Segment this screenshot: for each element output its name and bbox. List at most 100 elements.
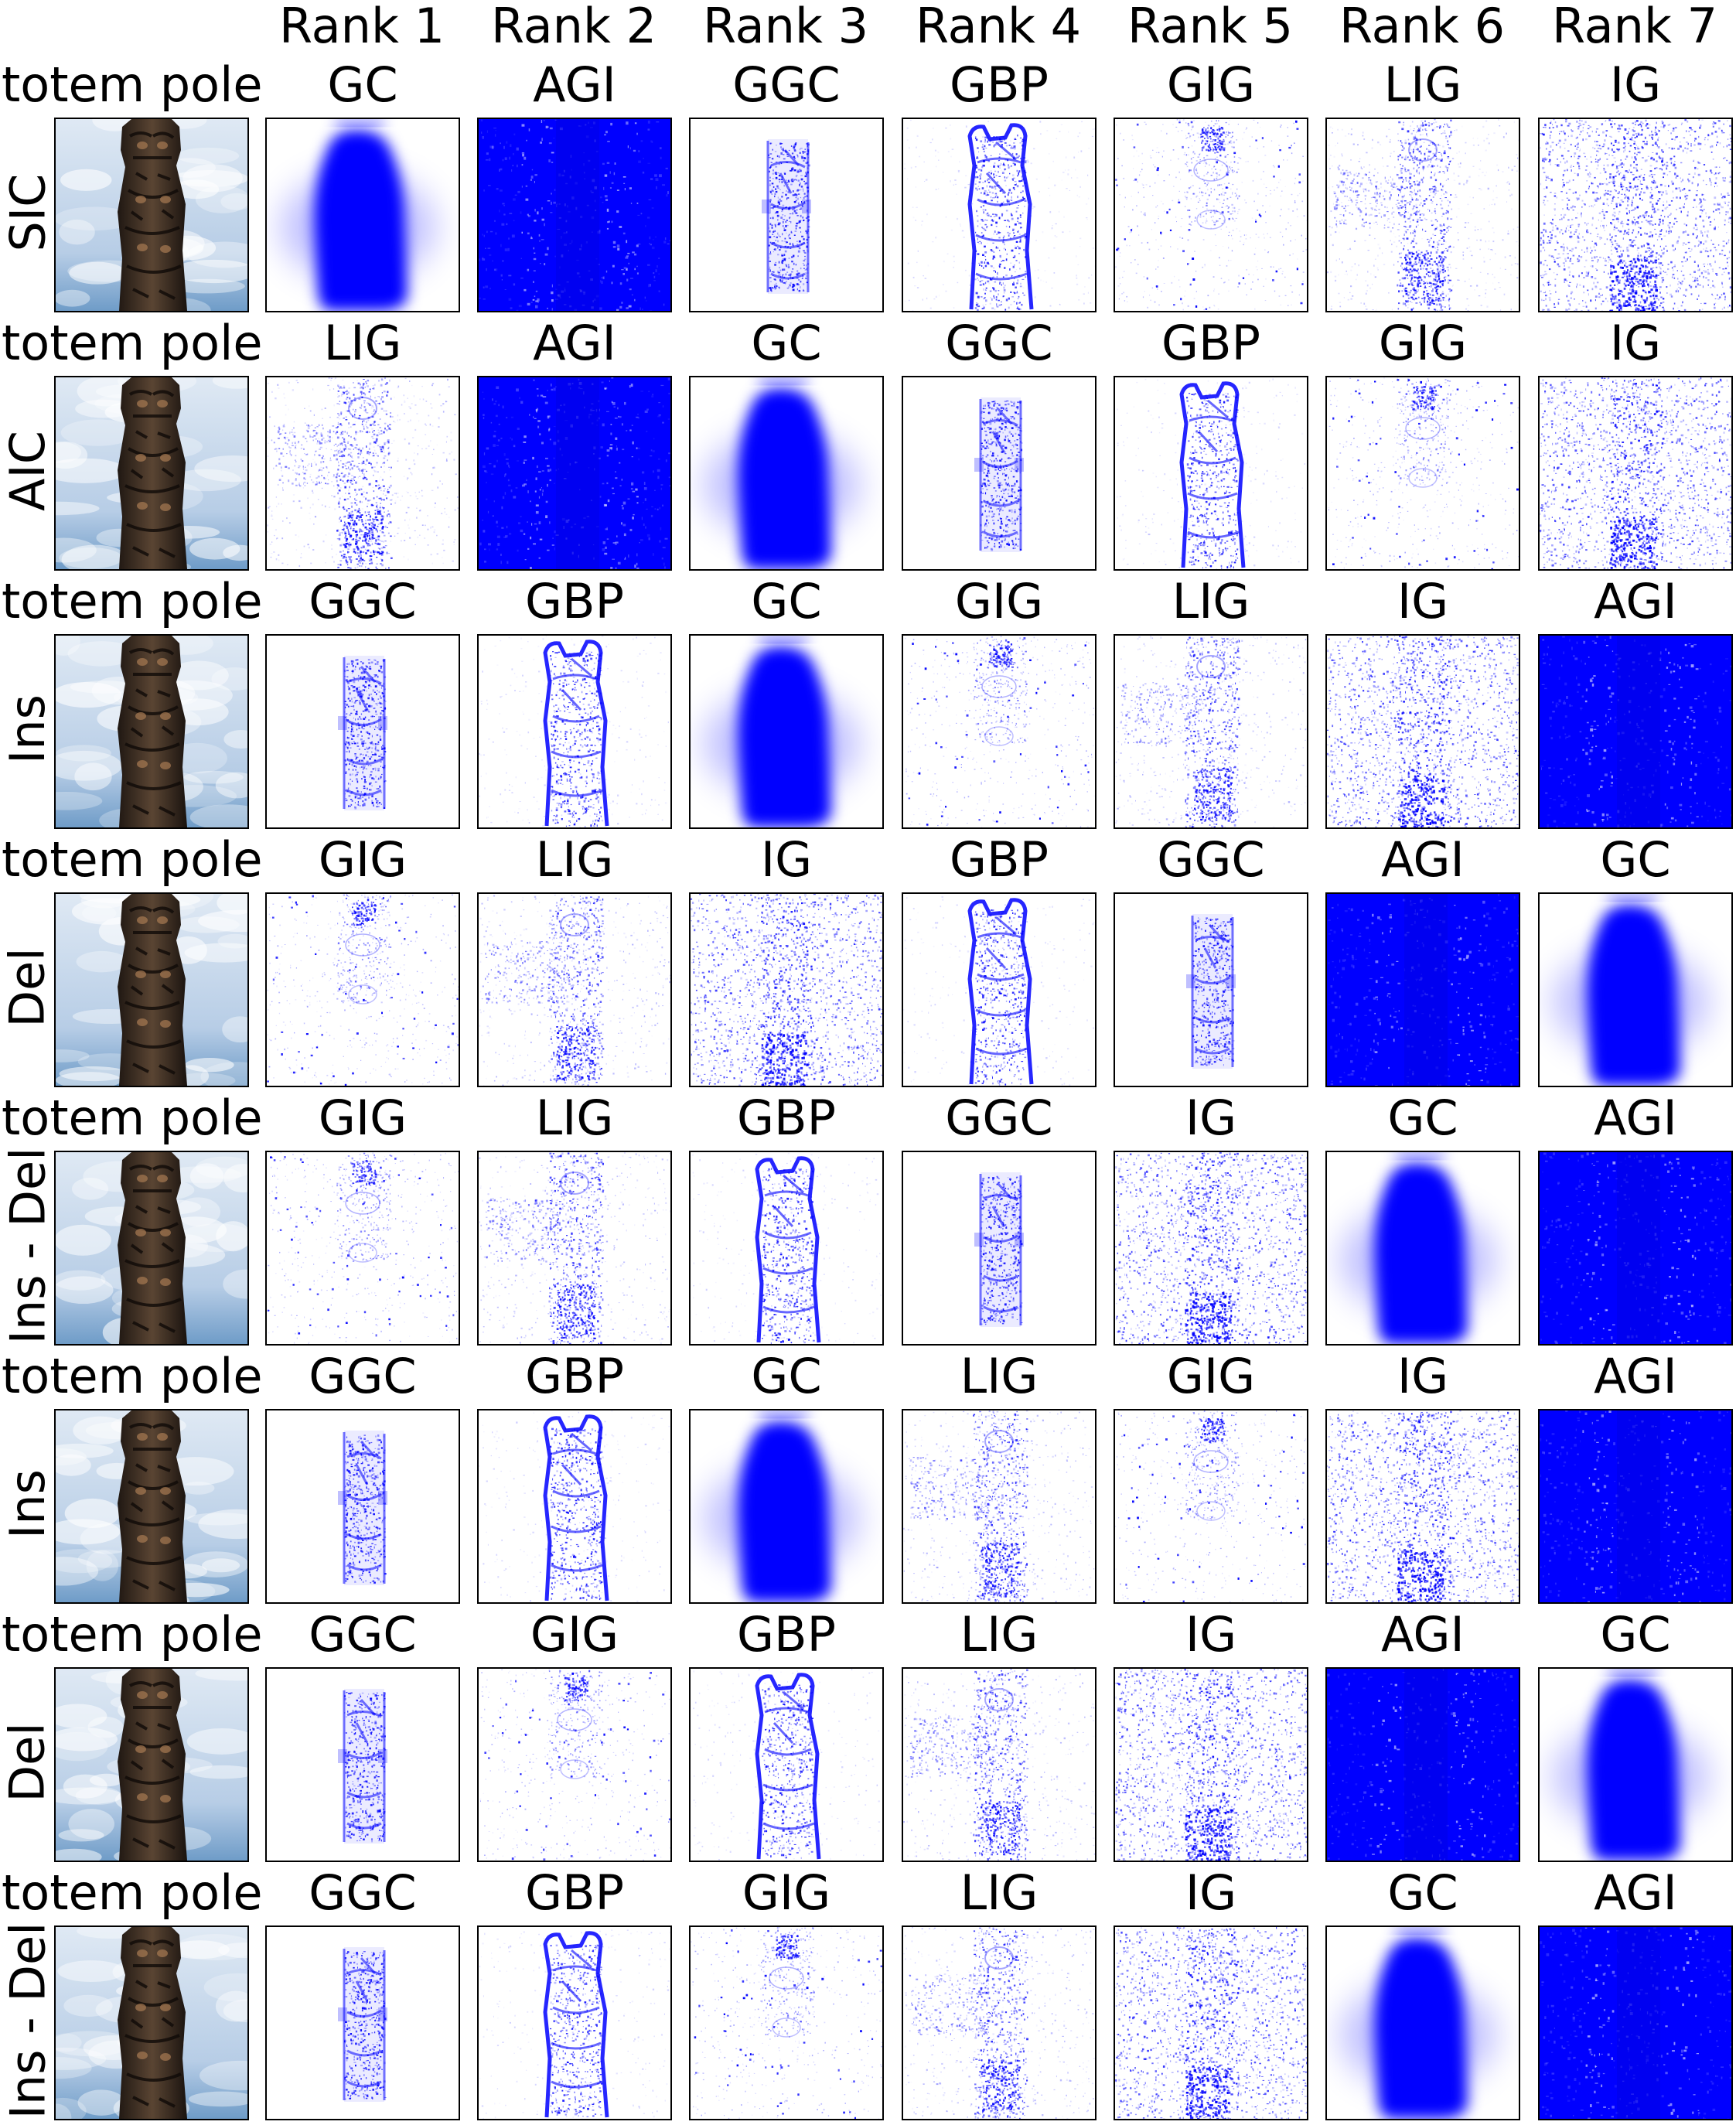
method-title: GGC [266, 1346, 459, 1407]
saliency-heatmap [1328, 377, 1519, 569]
totem-shape [118, 636, 187, 827]
input-image-panel [54, 634, 249, 829]
totem-pole-photo [56, 894, 247, 1086]
method-title: IG [1326, 571, 1519, 633]
method-title: GGC [902, 1087, 1096, 1149]
saliency-map-agi [1538, 1151, 1733, 1346]
method-title: GC [1326, 1087, 1519, 1149]
metric-label-text: Del [0, 1722, 56, 1802]
saliency-map-gbp [902, 118, 1097, 312]
saliency-map-gig [902, 634, 1097, 829]
method-title: GIG [902, 571, 1096, 633]
saliency-map-agi [1538, 1925, 1733, 2120]
metric-label-text: Ins [0, 1469, 56, 1539]
method-title: GBP [478, 571, 671, 633]
saliency-heatmap [1116, 378, 1305, 569]
method-title: GC [266, 54, 459, 116]
saliency-heatmap [267, 377, 459, 569]
metric-label-text: Del [0, 947, 56, 1027]
method-title: GC [690, 1346, 883, 1407]
method-title: GIG [1114, 54, 1308, 116]
class-label: totem pole [2, 1087, 262, 1149]
metric-row-4: totem pole Del GIG LIG IG GBP GGC AGI GC [0, 829, 1736, 1087]
saliency-map-lig [902, 1925, 1097, 2120]
saliency-heatmap [267, 1152, 459, 1344]
saliency-map-agi [1538, 634, 1733, 829]
saliency-heatmap [1540, 119, 1731, 311]
totem-pole-photo [56, 1669, 247, 1861]
class-label: totem pole [2, 54, 262, 116]
method-title: AGI [1326, 1604, 1519, 1666]
saliency-map-gc [689, 634, 884, 829]
class-label: totem pole [2, 829, 262, 891]
saliency-map-gbp [477, 1925, 672, 2120]
saliency-map-gc [689, 376, 884, 571]
method-title: GC [690, 312, 883, 374]
saliency-heatmap [338, 1431, 387, 1585]
saliency-map-gbp [477, 634, 672, 829]
saliency-map-ig [1114, 1925, 1308, 2120]
metric-label-text: AIC [0, 431, 56, 511]
saliency-heatmap [479, 1669, 670, 1861]
saliency-heatmap [905, 636, 1095, 827]
saliency-map-gig [1114, 118, 1308, 312]
method-title: AGI [478, 54, 671, 116]
saliency-heatmap [974, 397, 1024, 552]
metric-row-2: totem pole AIC LIG AGI GC GGC GBP GIG IG [0, 312, 1736, 571]
saliency-heatmap [1540, 1152, 1731, 1344]
saliency-map-lig [902, 1667, 1097, 1862]
totem-pole-photo [56, 1927, 247, 2119]
method-title: LIG [266, 312, 459, 374]
method-title: IG [1114, 1087, 1308, 1149]
saliency-heatmap [1115, 1410, 1307, 1602]
saliency-map-gig [265, 1151, 460, 1346]
saliency-map-lig [902, 1409, 1097, 1604]
saliency-heatmap [1115, 1927, 1307, 2119]
saliency-map-gig [1114, 1409, 1308, 1604]
method-title: GGC [266, 1604, 459, 1666]
class-label: totem pole [2, 1346, 262, 1407]
saliency-heatmap [479, 119, 670, 311]
saliency-map-ig [1538, 376, 1733, 571]
saliency-heatmap [1115, 636, 1307, 827]
saliency-map-gc [265, 118, 460, 312]
method-title: IG [1114, 1862, 1308, 1924]
saliency-heatmap [1186, 914, 1236, 1069]
saliency-map-agi [1325, 1667, 1520, 1862]
input-image-panel [54, 1409, 249, 1604]
saliency-map-lig [265, 376, 460, 571]
method-title: GC [690, 571, 883, 633]
saliency-map-ggc [902, 1151, 1097, 1346]
saliency-heatmap [1115, 119, 1307, 311]
saliency-heatmap [479, 1929, 670, 2119]
method-title: IG [1539, 54, 1732, 116]
saliency-heatmap [974, 1172, 1024, 1327]
method-title: LIG [1114, 571, 1308, 633]
method-title: GBP [1114, 312, 1308, 374]
saliency-heatmap [479, 1152, 670, 1344]
saliency-map-lig [1325, 118, 1520, 312]
saliency-heatmap [281, 119, 435, 311]
saliency-heatmap [691, 894, 882, 1086]
saliency-map-ig [689, 892, 884, 1087]
input-image-panel [54, 1925, 249, 2120]
method-title: AGI [1539, 1087, 1732, 1149]
method-title: AGI [1539, 1346, 1732, 1407]
saliency-heatmap [1540, 636, 1731, 827]
saliency-map-agi [1325, 892, 1520, 1087]
saliency-map-gc [1538, 1667, 1733, 1862]
rank-header-2: Rank 2 [467, 0, 680, 56]
saliency-heatmap [1327, 894, 1519, 1086]
method-title: LIG [902, 1604, 1096, 1666]
metric-row-8: totem pole Ins - Del GGC GBP GIG LIG IG GC AGI [0, 1862, 1736, 2120]
saliency-heatmap [903, 895, 1095, 1086]
saliency-heatmap [704, 377, 859, 569]
rank-header-5: Rank 5 [1103, 0, 1317, 56]
method-title: GIG [266, 1087, 459, 1149]
method-title: GIG [1326, 312, 1519, 374]
saliency-heatmap [338, 656, 387, 810]
saliency-map-agi [1538, 1409, 1733, 1604]
method-title: IG [1114, 1604, 1308, 1666]
method-title: GBP [902, 54, 1096, 116]
method-title: GIG [690, 1862, 883, 1924]
